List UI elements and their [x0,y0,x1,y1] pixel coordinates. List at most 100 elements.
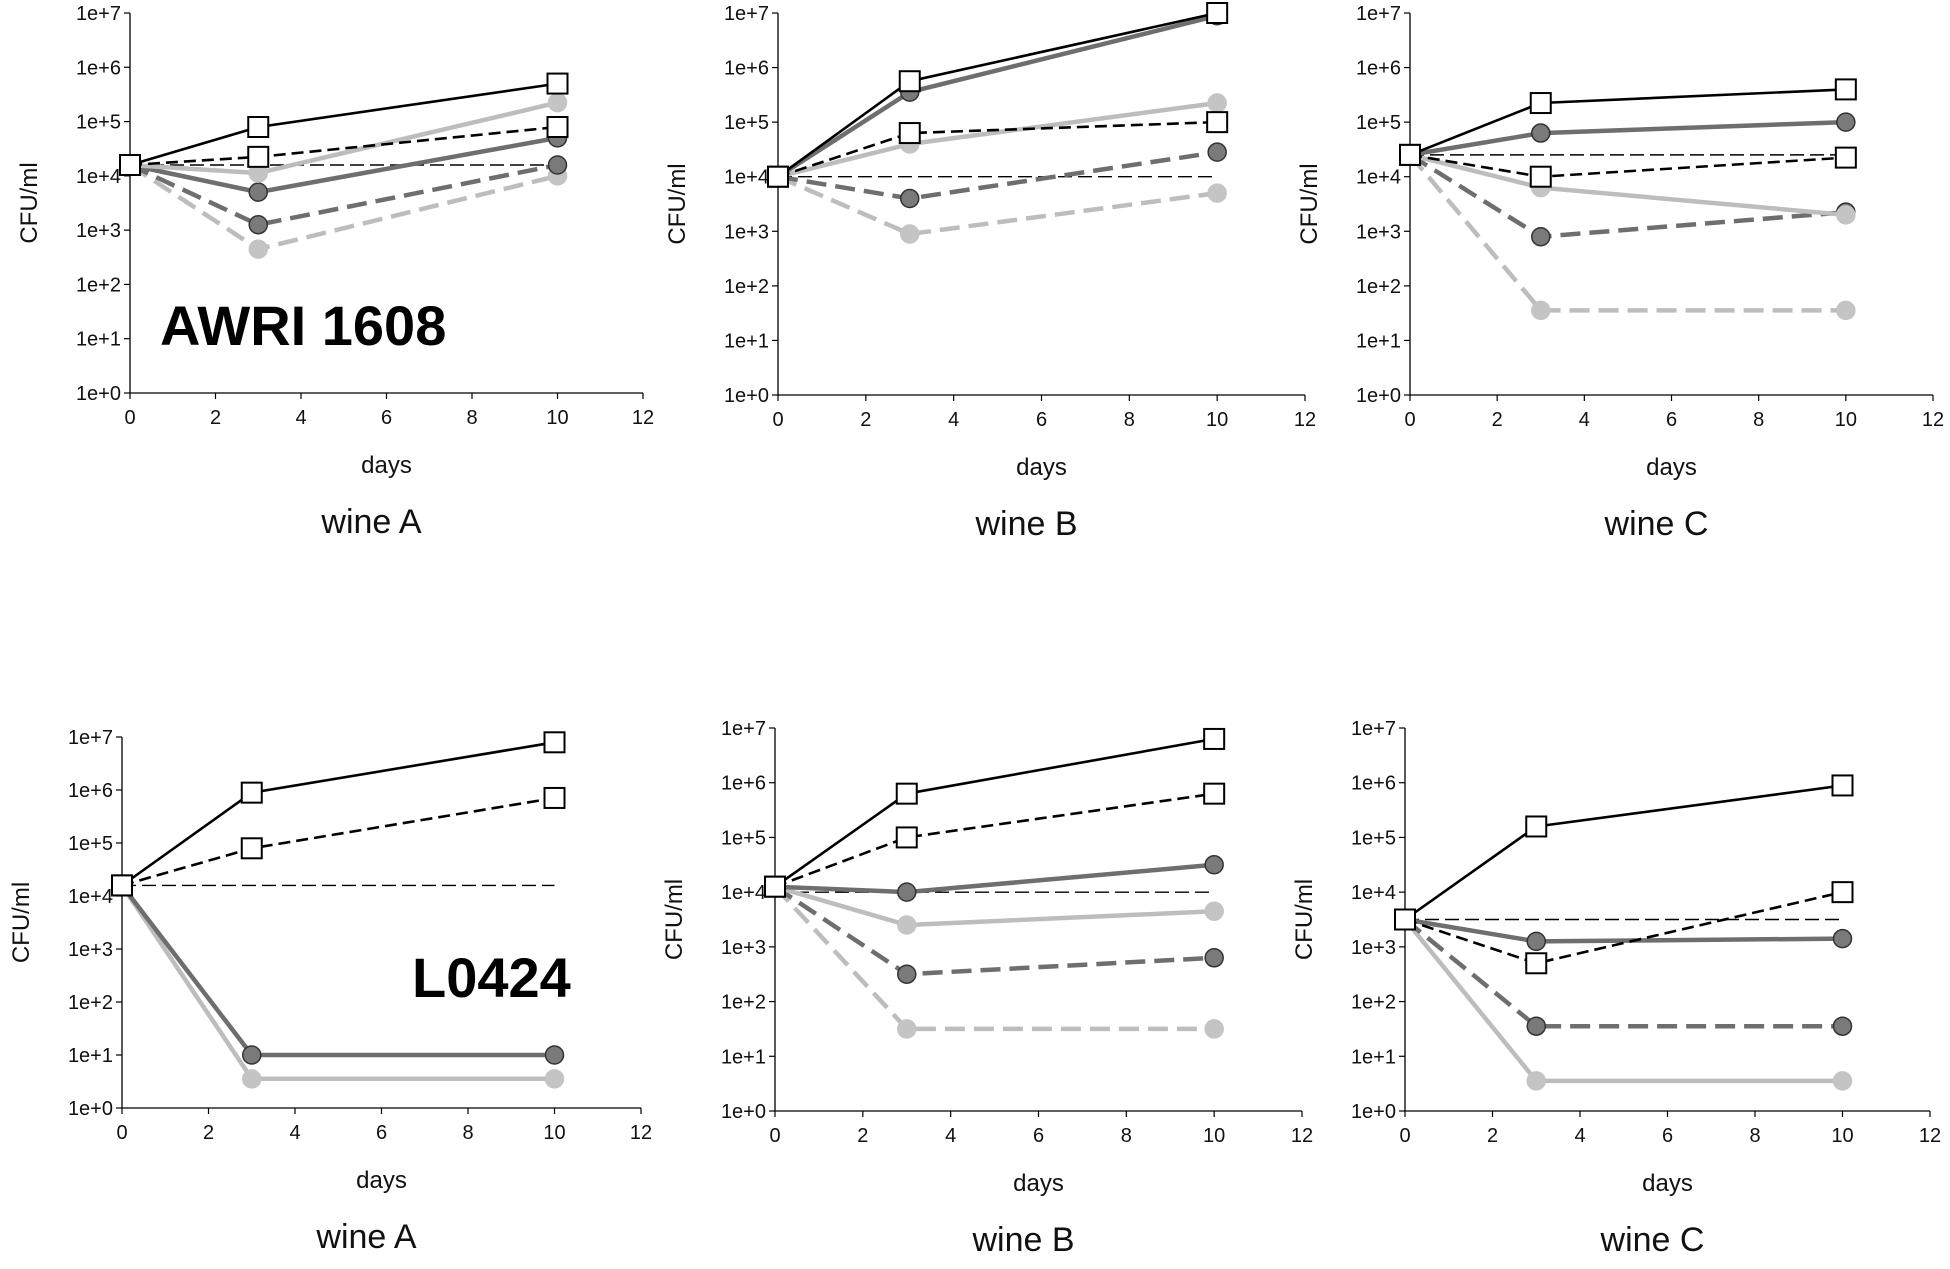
data-point-circle [1832,1071,1853,1091]
y-tick-label: 1e+1 [724,330,769,352]
x-axis-label: days [1016,454,1067,481]
y-tick-label: 1e+3 [76,220,121,242]
y-axis-label: CFU/ml [1296,163,1323,244]
strain-label: L0424 [412,946,571,1009]
y-tick-label: 1e+7 [721,718,766,740]
x-tick-label: 10 [1831,1125,1853,1147]
x-tick-label: 0 [772,409,783,431]
x-tick-label: 2 [860,409,871,431]
x-tick-label: 8 [1753,409,1764,431]
data-point-circle [1832,928,1853,949]
data-point-circle [544,1045,565,1065]
data-point-square [543,731,566,754]
x-tick-label: 4 [1574,1125,1585,1147]
x-tick-label: 2 [1487,1125,1498,1147]
y-tick-label: 1e+4 [76,166,121,188]
y-tick-label: 1e+2 [76,274,121,296]
series-line [129,100,559,176]
x-tick-label: 8 [1124,409,1135,431]
x-axis-label: days [1646,454,1697,481]
x-tick-label: 6 [1662,1125,1673,1147]
x-tick-label: 0 [1399,1125,1410,1147]
data-point-square [1206,111,1229,134]
series-line [129,162,558,227]
data-point-circle [248,239,268,259]
chart-panel-4: 1e+0 1e+1 1e+2 1e+3 1e+4 1e+5 1e+6 1e+7 0 2 4 6 8 10 1… [8,727,652,1256]
series-line [1404,784,1843,921]
x-tick-label: 10 [1835,409,1857,431]
y-tick-label: 1e+6 [724,58,769,80]
data-point-square [247,145,270,168]
x-tick-label: 12 [1922,409,1944,431]
x-tick-label: 12 [632,407,654,429]
data-point-circle [1207,183,1227,203]
data-point-circle [900,224,920,244]
series-line [776,13,1218,179]
y-tick-label: 1e+5 [68,833,113,855]
x-tick-label: 12 [630,1122,652,1144]
panel-title: wine B [974,505,1077,543]
data-point-square [546,72,569,95]
data-point-square [898,122,921,145]
data-point-circle [1526,1016,1546,1036]
y-tick-label: 1e+6 [76,57,121,79]
series-line [1408,153,1846,313]
data-point-square [1834,146,1857,169]
y-tick-label: 1e+1 [1356,330,1401,352]
x-tick-label: 6 [1036,409,1047,431]
data-point-square [1206,2,1229,24]
x-tick-label: 6 [376,1122,387,1144]
data-point-square [1394,908,1416,931]
y-tick-label: 1e+1 [721,1046,766,1068]
y-tick-label: 1e+4 [724,167,769,189]
y-tick-label: 1e+7 [1351,718,1396,740]
data-point-square [543,786,566,809]
y-tick-label: 1e+0 [76,383,121,405]
x-tick-label: 12 [1294,409,1316,431]
y-tick-label: 1e+3 [1356,221,1401,243]
x-tick-label: 12 [1919,1125,1941,1147]
y-tick-label: 1e+4 [68,886,113,908]
data-point-circle [1836,300,1856,321]
series-line [121,741,555,887]
y-tick-label: 1e+0 [721,1101,766,1123]
x-tick-label: 4 [945,1125,956,1147]
series-line [1404,917,1843,944]
x-tick-label: 4 [1579,409,1590,431]
data-point-circle [1832,1016,1853,1036]
y-tick-label: 1e+7 [76,3,121,25]
y-tick-label: 1e+5 [1351,827,1396,849]
data-point-circle [547,155,568,175]
x-tick-label: 10 [546,407,568,429]
data-point-circle [1207,93,1227,113]
data-point-square [767,165,789,188]
y-tick-label: 1e+6 [721,773,766,795]
data-point-circle [1204,855,1224,875]
y-tick-label: 1e+3 [68,939,113,961]
x-tick-label: 0 [116,1122,127,1144]
series-line [1404,890,1843,965]
x-tick-label: 0 [769,1125,780,1147]
y-tick-label: 1e+2 [724,276,769,298]
y-tick-label: 1e+7 [1356,3,1401,25]
series-line [777,11,1218,178]
data-point-square [1529,92,1552,115]
y-axis-label: CFU/ml [16,162,43,243]
y-tick-label: 1e+1 [76,329,121,351]
y-tick-label: 1e+5 [721,827,766,849]
data-point-square [764,875,786,898]
panel-title: wine C [1604,505,1709,543]
data-point-square [119,154,141,176]
data-point-circle [242,1069,262,1089]
data-point-circle [248,214,268,235]
data-point-circle [1204,948,1224,968]
data-point-circle [897,882,917,902]
data-point-circle [547,92,568,113]
chart-panel-6: 1e+0 1e+1 1e+2 1e+3 1e+4 1e+5 1e+6 1e+7 0 2 4 6 8 10 1… [1291,718,1941,1259]
x-tick-label: 8 [1749,1125,1760,1147]
data-point-square [1831,881,1854,904]
y-axis-label: CFU/ml [661,879,688,960]
series-line [777,174,1218,237]
data-point-circle [897,915,917,935]
